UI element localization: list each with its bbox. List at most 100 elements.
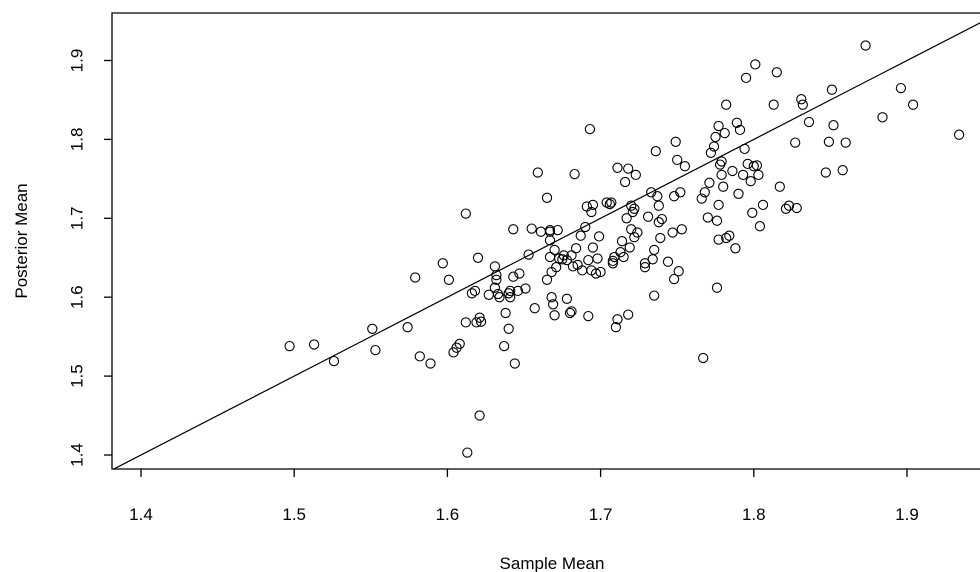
data-point xyxy=(771,67,782,78)
data-point xyxy=(580,221,591,233)
data-point xyxy=(566,250,577,261)
data-point xyxy=(491,274,502,285)
data-point xyxy=(797,99,808,110)
data-point xyxy=(564,307,576,319)
data-point xyxy=(610,322,622,333)
data-point xyxy=(699,187,710,198)
data-point xyxy=(612,314,623,325)
data-point xyxy=(676,224,687,235)
data-point xyxy=(716,169,727,181)
data-point xyxy=(535,226,547,237)
data-point xyxy=(679,161,691,172)
data-point xyxy=(632,227,643,238)
data-point xyxy=(820,167,831,178)
data-point xyxy=(529,303,540,314)
y-tick-label: 1.7 xyxy=(68,206,87,230)
data-point xyxy=(592,253,603,264)
data-point xyxy=(711,282,723,293)
data-point xyxy=(472,252,484,263)
data-point xyxy=(698,352,709,364)
data-point xyxy=(619,176,631,188)
data-point xyxy=(731,117,743,128)
data-point xyxy=(586,206,597,218)
data-point xyxy=(549,310,560,321)
data-point xyxy=(584,123,596,135)
data-point xyxy=(727,165,738,177)
data-point xyxy=(308,339,320,350)
data-point xyxy=(647,254,658,265)
x-axis-ticks: 1.4 1.5 1.6 1.7 1.8 1.9 xyxy=(129,469,919,524)
data-point xyxy=(623,309,634,320)
data-point xyxy=(583,254,594,266)
x-axis-title: Sample Mean xyxy=(500,554,605,572)
data-point xyxy=(719,127,730,139)
data-point xyxy=(616,236,628,247)
data-point xyxy=(604,198,615,210)
data-point xyxy=(710,131,721,143)
data-point xyxy=(462,447,473,458)
data-point xyxy=(724,230,735,241)
data-point xyxy=(590,268,602,279)
data-point xyxy=(460,317,471,328)
data-point xyxy=(454,338,465,349)
data-point xyxy=(367,323,378,334)
data-point xyxy=(774,181,785,192)
data-point xyxy=(587,199,599,211)
data-point xyxy=(675,187,686,198)
data-point xyxy=(837,165,848,176)
data-point xyxy=(740,72,752,84)
x-tick-label: 1.5 xyxy=(282,505,306,524)
data-point xyxy=(705,147,717,158)
data-point xyxy=(753,169,764,181)
data-point xyxy=(733,188,744,199)
data-point xyxy=(566,306,577,317)
data-point xyxy=(509,358,520,369)
data-point xyxy=(673,266,684,277)
data-point xyxy=(747,207,758,218)
data-point xyxy=(650,146,661,157)
data-point xyxy=(570,243,582,254)
data-point xyxy=(503,323,514,334)
y-tick-label: 1.6 xyxy=(68,285,87,309)
data-point xyxy=(508,271,519,282)
data-point xyxy=(526,223,537,234)
data-point xyxy=(491,269,502,281)
data-point xyxy=(500,307,511,319)
data-point xyxy=(711,215,723,226)
data-point xyxy=(828,120,839,131)
data-point xyxy=(587,242,599,253)
data-point xyxy=(721,99,732,110)
data-point xyxy=(667,227,678,238)
data-point xyxy=(612,162,623,173)
data-point xyxy=(425,358,436,369)
data-point xyxy=(284,340,295,352)
data-point xyxy=(328,355,340,367)
data-point xyxy=(877,112,888,123)
data-point xyxy=(895,82,907,94)
x-tick-label: 1.4 xyxy=(129,505,153,524)
data-points xyxy=(284,40,965,458)
data-point xyxy=(607,258,619,269)
data-point xyxy=(742,158,753,170)
y-axis-ticks: 1.4 1.5 1.6 1.7 1.8 1.9 xyxy=(68,49,112,467)
data-point xyxy=(840,137,851,148)
data-point xyxy=(552,224,563,236)
data-point xyxy=(780,203,792,214)
data-point xyxy=(826,84,838,95)
data-point xyxy=(953,129,965,140)
data-point xyxy=(523,249,534,260)
data-point xyxy=(796,94,807,105)
data-point xyxy=(702,212,713,223)
data-point xyxy=(443,274,455,285)
data-point xyxy=(670,136,681,147)
data-point xyxy=(505,292,516,303)
data-point xyxy=(649,244,660,256)
data-point xyxy=(520,283,531,294)
data-point xyxy=(469,285,481,297)
data-point xyxy=(494,292,505,303)
data-point xyxy=(475,316,487,327)
data-point xyxy=(791,202,802,214)
data-point xyxy=(370,344,381,356)
data-point xyxy=(593,231,605,242)
data-point xyxy=(713,120,724,132)
